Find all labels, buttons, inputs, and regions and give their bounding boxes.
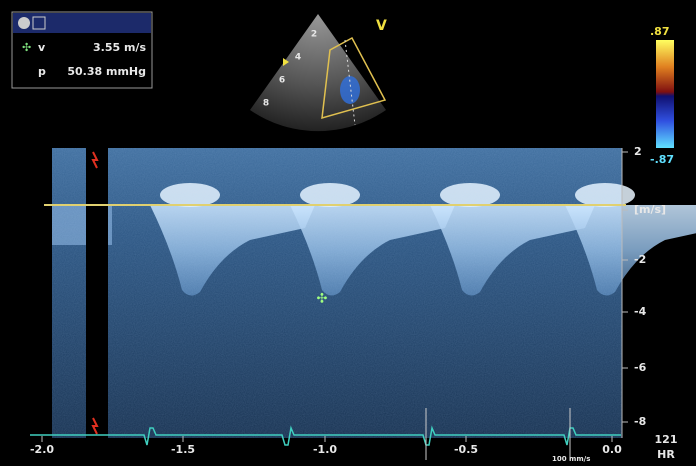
velocity-cursor: ✣ <box>317 292 328 307</box>
time-tick-label: -1.5 <box>171 443 195 456</box>
time-tick-label: 0.0 <box>602 443 622 456</box>
velocity-value: 3.55 m/s <box>93 41 146 54</box>
depth-tick-label: 4 <box>295 53 301 63</box>
ultrasound-screen: ✣ v 3.55 m/s p 50.38 mmHg V 2 4 6 8 .87 -.8… <box>0 0 696 466</box>
freeze-bar <box>86 148 108 438</box>
spectrum-noise <box>52 148 622 438</box>
time-tick-label: -1.0 <box>313 443 337 456</box>
icon <box>18 17 30 29</box>
color-scale <box>656 40 674 148</box>
velocity-tick-label: -4 <box>634 305 647 318</box>
velocity-tick-label: 2 <box>634 145 642 158</box>
page: ✣ v 3.55 m/s p 50.38 mmHg V 2 4 6 8 .87 -.8… <box>0 0 696 466</box>
time-tick-label: -0.5 <box>454 443 478 456</box>
mode-label: V <box>376 18 387 34</box>
velocity-tick-label: -8 <box>634 415 646 428</box>
cursor-icon: ✣ <box>22 41 31 54</box>
heart-rate-value: 121 <box>655 433 678 446</box>
scale-min: -.87 <box>650 153 674 166</box>
pressure-value: 50.38 mmHg <box>67 65 146 78</box>
velocity-ticks: 2 [m/s] -2 -4 -6 -8 <box>622 145 666 428</box>
pressure-label: p <box>38 65 46 78</box>
velocity-tick-label: [m/s] <box>634 203 666 216</box>
sweep-speed: 100 mm/s <box>552 455 590 463</box>
depth-tick-label: 2 <box>311 30 317 40</box>
velocity-tick-label: -6 <box>634 361 647 374</box>
time-tick-label: -2.0 <box>30 443 54 456</box>
time-ticks: -2.0 -1.5 -1.0 -0.5 0.0 <box>30 436 622 456</box>
info-header <box>13 13 151 33</box>
scale-max: .87 <box>650 25 670 38</box>
velocity-label: v <box>38 41 46 54</box>
sector-image <box>250 14 386 131</box>
depth-tick-label: 8 <box>263 99 269 109</box>
velocity-tick-label: -2 <box>634 253 646 266</box>
depth-tick-label: 6 <box>279 76 285 86</box>
heart-rate-label: HR <box>657 448 675 461</box>
